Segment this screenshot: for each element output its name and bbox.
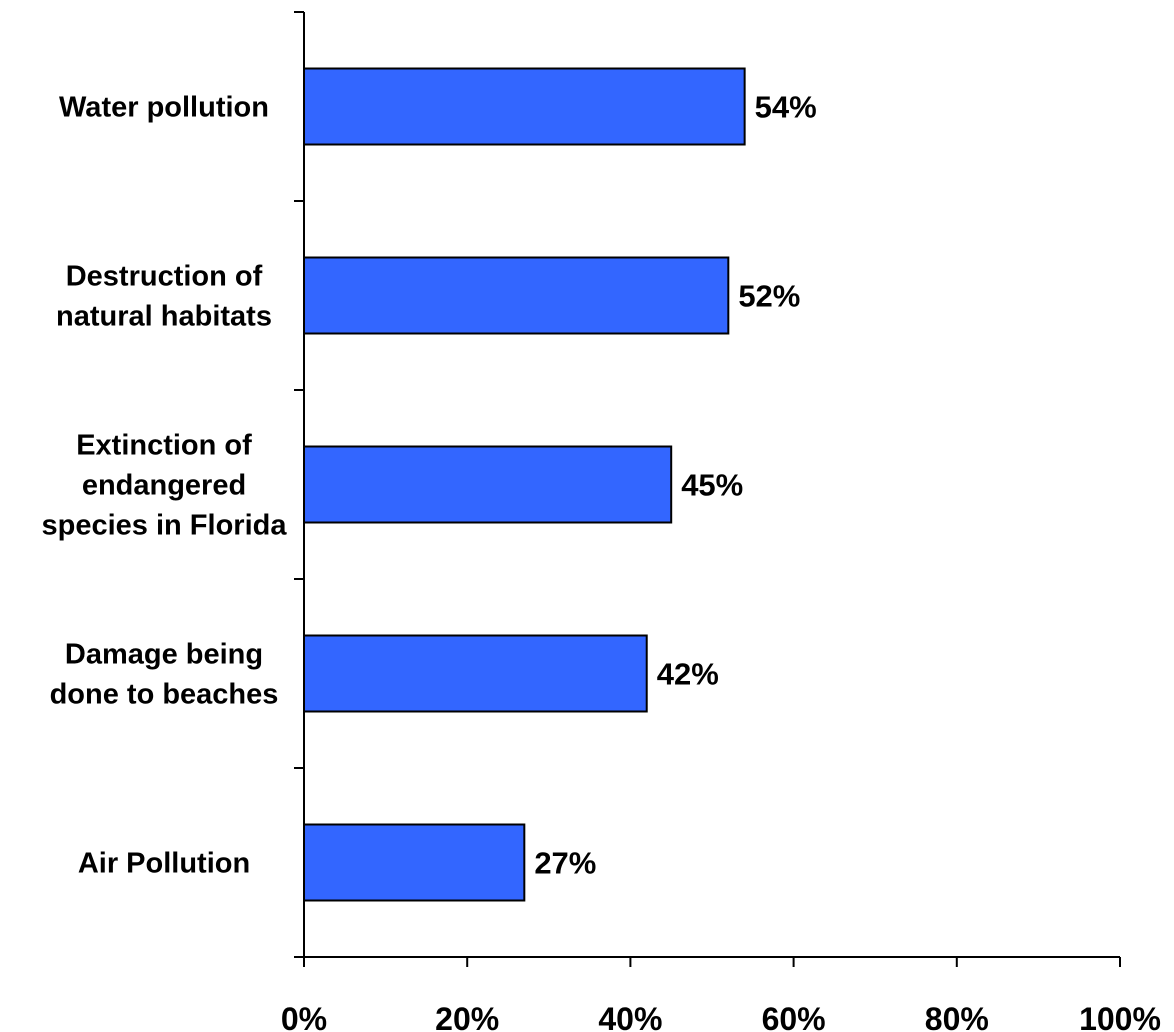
labels: 0% 20% 40% 60% 80% 100% 54% Water pollution 52% D… xyxy=(42,90,1161,1032)
category-label: Extinction of endangered species in Florid… xyxy=(42,430,288,542)
x-tick-label: 100% xyxy=(1079,1001,1161,1032)
bar xyxy=(303,256,730,335)
category-label: Water pollution xyxy=(59,92,269,124)
category-label-line: natural habitats xyxy=(56,301,272,333)
bar xyxy=(303,823,526,902)
category-label: Air Pollution xyxy=(78,848,250,880)
x-tick-label: 60% xyxy=(762,1001,826,1032)
category-label-line: Water pollution xyxy=(59,92,269,124)
bar-value-label: 54% xyxy=(755,90,817,125)
category-label-line: species in Florida xyxy=(42,510,288,542)
bars xyxy=(303,67,746,902)
category-label-line: Destruction of xyxy=(66,261,263,293)
bar-value-label: 52% xyxy=(738,279,800,314)
x-tick-label: 80% xyxy=(925,1001,989,1032)
category-label: Damage being done to beaches xyxy=(50,639,279,711)
category-label-line: endangered xyxy=(82,470,246,502)
category-label-line: Air Pollution xyxy=(78,848,250,880)
bar xyxy=(303,445,673,524)
x-tick-label: 20% xyxy=(435,1001,499,1032)
category-label: Destruction of natural habitats xyxy=(56,261,272,333)
bar xyxy=(303,67,746,146)
category-label-line: done to beaches xyxy=(50,679,279,711)
bar-value-label: 27% xyxy=(534,846,596,881)
category-label-line: Damage being xyxy=(65,639,263,671)
bar xyxy=(303,634,648,713)
bar-value-label: 42% xyxy=(657,657,719,692)
x-tick-label: 40% xyxy=(598,1001,662,1032)
x-tick-label: 0% xyxy=(281,1001,327,1032)
bar-value-label: 45% xyxy=(681,468,743,503)
category-label-line: Extinction of xyxy=(76,430,252,462)
